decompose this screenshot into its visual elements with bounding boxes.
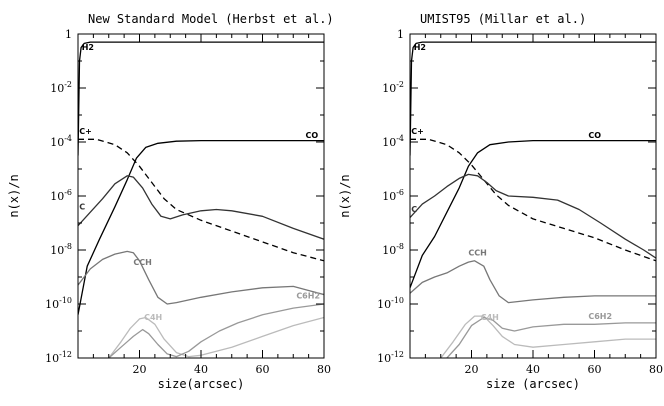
series-line-co (410, 139, 656, 289)
x-tick-label: 60 (256, 363, 270, 376)
plot-frame (409, 33, 657, 359)
series-group (78, 41, 324, 358)
series-line-c4h (440, 315, 656, 358)
curve-label-c4h: C4H (144, 313, 162, 322)
curve-label-c-plus: C+ (79, 127, 92, 136)
x-tick-label: 20 (133, 363, 147, 376)
y-tick-label: 10-2 (382, 80, 404, 95)
series-line-c6h2 (108, 303, 324, 358)
curve-label-co: CO (588, 131, 601, 140)
curve-label-c-plus: C+ (411, 127, 424, 136)
x-tick-label: 20 (465, 363, 479, 376)
x-tick-label: 60 (588, 363, 602, 376)
series-line-cch (410, 260, 656, 304)
y-tick-label: 10-10 (377, 296, 404, 311)
series-line-h2 (410, 41, 656, 156)
y-tick-label: 10-4 (50, 134, 72, 149)
series-group (410, 41, 656, 358)
y-axis-label: n(x)/n (7, 174, 21, 217)
chart-title: UMIST95 (Millar et al.) (420, 12, 586, 26)
x-tick-label: 80 (317, 363, 331, 376)
y-tick-label: 1 (397, 28, 404, 41)
x-tick-label: 80 (649, 363, 663, 376)
series-line-h2 (78, 41, 324, 156)
curve-label-co: CO (306, 131, 319, 140)
y-tick-label: 10-6 (382, 188, 404, 203)
curve-label-c: C (411, 205, 417, 214)
curve-label-c4h: C4H (481, 313, 499, 322)
left-panel: New Standard Model (Herbst et al.) H2 CO C+… (7, 12, 334, 391)
x-axis-label: size (arcsec) (486, 377, 580, 391)
series-line-c6h2 (446, 316, 656, 358)
series-line-cch (78, 250, 324, 305)
y-tick-label: 10-8 (50, 242, 72, 257)
curve-label-h2: H2 (414, 43, 426, 52)
y-tick-label: 10-8 (382, 242, 404, 257)
series-line-c-plus (410, 138, 656, 262)
y-axis-label: n(x)/n (338, 174, 352, 217)
series-line-c4h (108, 316, 324, 358)
y-tick-label: 1 (65, 28, 72, 41)
y-tick-label: 10-12 (377, 350, 404, 365)
x-tick-label: 40 (194, 363, 208, 376)
y-tick-label: 10-12 (45, 350, 72, 365)
curve-label-cch: CCH (468, 248, 486, 257)
x-axis-label: size(arcsec) (158, 377, 245, 391)
series-line-c (78, 175, 324, 240)
x-tick-label: 40 (526, 363, 540, 376)
curve-label-c6h2: C6H2 (296, 292, 320, 301)
series-line-c-plus (78, 138, 324, 262)
series-line-co (78, 139, 324, 315)
chart-title: New Standard Model (Herbst et al.) (88, 12, 334, 26)
curve-label-h2: H2 (82, 43, 94, 52)
curve-label-cch: CCH (133, 258, 151, 267)
curve-label-c6h2: C6H2 (588, 312, 612, 321)
right-panel: UMIST95 (Millar et al.) H2 CO C+ C CCH C4H C6H2… (338, 12, 663, 391)
curve-label-c: C (79, 203, 85, 212)
y-tick-label: 10-2 (50, 80, 72, 95)
y-tick-label: 10-4 (382, 134, 404, 149)
series-line-c (410, 173, 656, 259)
y-tick-label: 10-10 (45, 296, 72, 311)
y-tick-label: 10-6 (50, 188, 72, 203)
